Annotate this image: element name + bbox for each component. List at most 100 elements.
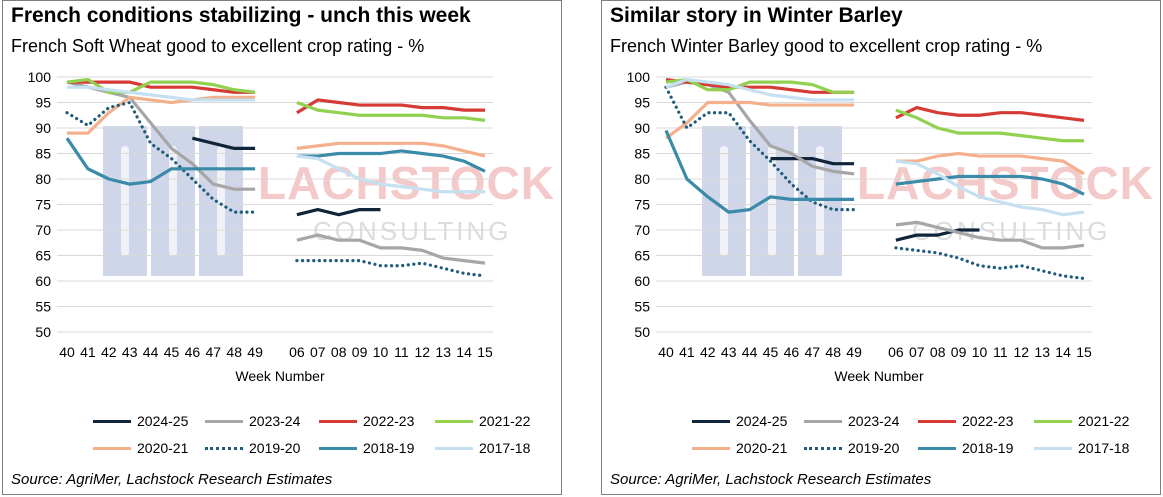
legend-label: 2023-24 (848, 413, 900, 429)
series-line-2018-19 (296, 149, 486, 173)
legend-label: 2024-25 (137, 413, 189, 429)
x-tick-label: 45 (164, 344, 180, 360)
series-line-2019-20 (894, 246, 1086, 281)
legend-label: 2018-19 (962, 440, 1014, 456)
chart-subtitle: French Soft Wheat good to excellent crop… (11, 36, 425, 56)
x-tick-label: 07 (909, 344, 925, 360)
legend-swatch (692, 446, 730, 450)
y-tick-label: 70 (35, 222, 51, 238)
x-tick-label: 13 (1034, 344, 1050, 360)
series-line-2018-19 (895, 174, 1085, 196)
x-tick-label: 46 (784, 344, 800, 360)
legend-swatch (319, 419, 357, 423)
x-tick-label: 42 (700, 344, 716, 360)
legend-swatch (804, 419, 842, 423)
legend-item: 2019-20 (804, 438, 899, 458)
y-tick-label: 65 (634, 248, 650, 264)
series-line-2023-24 (895, 220, 1085, 250)
x-axis-title: Week Number (834, 368, 924, 384)
legend-label: 2019-20 (848, 440, 900, 456)
series-line-2024-25 (895, 228, 980, 242)
y-tick-label: 85 (35, 146, 51, 162)
legend-swatch (692, 419, 730, 423)
y-tick-label: 80 (35, 171, 51, 187)
chart-title: Similar story in Winter Barley (610, 4, 903, 27)
series-line-2017-18 (296, 154, 485, 194)
legend-label: 2022-23 (363, 413, 415, 429)
x-tick-label: 41 (80, 344, 96, 360)
legend-item: 2021-22 (1034, 411, 1129, 431)
y-tick-label: 65 (35, 248, 51, 264)
legend-swatch (435, 419, 473, 423)
series-line-2019-20 (65, 100, 257, 214)
legend-item: 2021-22 (435, 411, 530, 431)
legend-label: 2021-22 (1078, 413, 1130, 429)
series-line-2021-22 (66, 77, 256, 94)
legend-swatch (1034, 446, 1072, 450)
x-tick-label: 43 (721, 344, 737, 360)
x-tick-label: 13 (435, 344, 451, 360)
y-tick-label: 100 (627, 69, 651, 85)
x-tick-label: 48 (226, 344, 242, 360)
x-tick-label: 43 (122, 344, 138, 360)
x-tick-label: 09 (352, 344, 368, 360)
x-tick-label: 10 (972, 344, 988, 360)
series-line-2019-20 (295, 259, 487, 278)
series-line-2022-23 (67, 80, 256, 94)
y-tick-label: 90 (634, 120, 650, 136)
legend-label: 2020-21 (137, 440, 189, 456)
series-line-2017-18 (665, 77, 855, 102)
x-tick-label: 47 (805, 344, 821, 360)
y-tick-label: 50 (35, 324, 51, 340)
x-tick-label: 08 (331, 344, 347, 360)
legend-item: 2024-25 (93, 411, 188, 431)
legend-item: 2023-24 (804, 411, 899, 431)
y-tick-label: 100 (28, 69, 52, 85)
x-tick-label: 15 (1076, 344, 1092, 360)
series-line-2020-21 (665, 100, 855, 140)
series-line-2020-21 (67, 95, 256, 135)
x-tick-label: 12 (1014, 344, 1030, 360)
legend-item: 2023-24 (205, 411, 300, 431)
legend-label: 2021-22 (479, 413, 531, 429)
legend-label: 2020-21 (736, 440, 788, 456)
y-tick-label: 75 (634, 197, 650, 213)
legend-item: 2018-19 (918, 438, 1013, 458)
x-tick-label: 47 (206, 344, 222, 360)
x-tick-label: 15 (477, 344, 493, 360)
x-tick-label: 45 (763, 344, 779, 360)
series-line-2020-21 (895, 151, 1085, 176)
series-line-2024-25 (192, 136, 256, 150)
x-tick-label: 12 (415, 344, 431, 360)
x-tick-label: 44 (742, 344, 758, 360)
legend-item: 2024-25 (692, 411, 787, 431)
y-tick-label: 95 (634, 95, 650, 111)
series-line-2021-22 (296, 100, 486, 122)
x-tick-label: 40 (658, 344, 674, 360)
legend-item: 2020-21 (93, 438, 188, 458)
source-note: Source: AgriMer, Lachstock Research Esti… (610, 471, 932, 488)
y-tick-label: 90 (35, 120, 51, 136)
source-note: Source: AgriMer, Lachstock Research Esti… (11, 471, 333, 488)
x-axis-title: Week Number (235, 368, 325, 384)
series-line-2017-18 (895, 159, 1085, 217)
x-tick-label: 06 (289, 344, 305, 360)
legend-label: 2019-20 (249, 440, 301, 456)
series-line-2018-19 (65, 137, 256, 186)
legend-swatch (435, 446, 473, 450)
chart-title: French conditions stabilizing - unch thi… (11, 4, 471, 27)
series-line-2023-24 (296, 233, 486, 265)
legend-item: 2018-19 (319, 438, 414, 458)
legend-item: 2017-18 (1034, 438, 1129, 458)
legend-swatch (319, 446, 357, 450)
chart-panel-soft-wheat: LACHSTOCK CONSULTING 50 55 60 65 70 75 80 85 90 9… (2, 0, 562, 495)
x-tick-label: 48 (825, 344, 841, 360)
y-tick-label: 85 (634, 146, 650, 162)
y-tick-label: 50 (634, 324, 650, 340)
x-tick-label: 11 (993, 344, 1008, 360)
x-tick-label: 14 (456, 344, 472, 360)
series-line-2018-19 (664, 129, 855, 214)
y-tick-label: 55 (634, 299, 650, 315)
legend-item: 2020-21 (692, 438, 787, 458)
